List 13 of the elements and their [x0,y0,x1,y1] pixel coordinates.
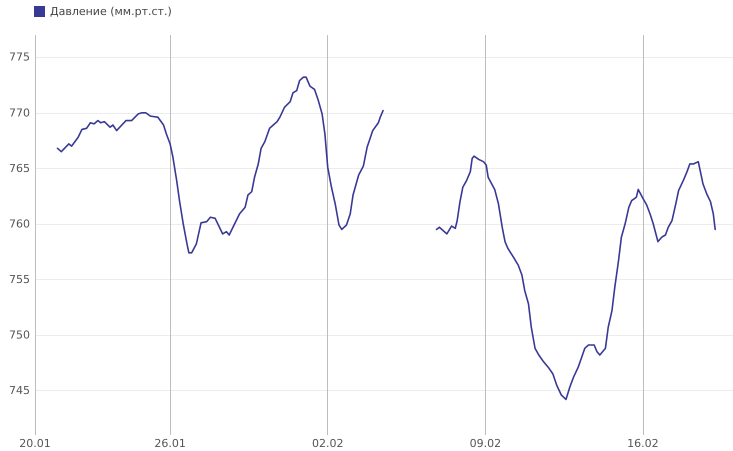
y-tick-label: 770 [9,106,30,120]
legend-label: Давление (мм.рт.ст.) [50,5,172,18]
y-tick-label: 775 [9,50,30,64]
y-tick-label: 755 [9,272,30,286]
y-tick-label: 760 [9,217,30,230]
y-tick-label: 750 [9,328,30,342]
x-tick-label: 26.01 [154,437,186,450]
y-tick-label: 745 [9,384,30,398]
x-tick-label: 20.01 [19,437,51,450]
x-tick-label: 09.02 [470,437,502,450]
x-tick-label: 16.02 [627,437,659,450]
y-tick-label: 765 [9,162,30,175]
x-tick-label: 02.02 [312,437,344,450]
